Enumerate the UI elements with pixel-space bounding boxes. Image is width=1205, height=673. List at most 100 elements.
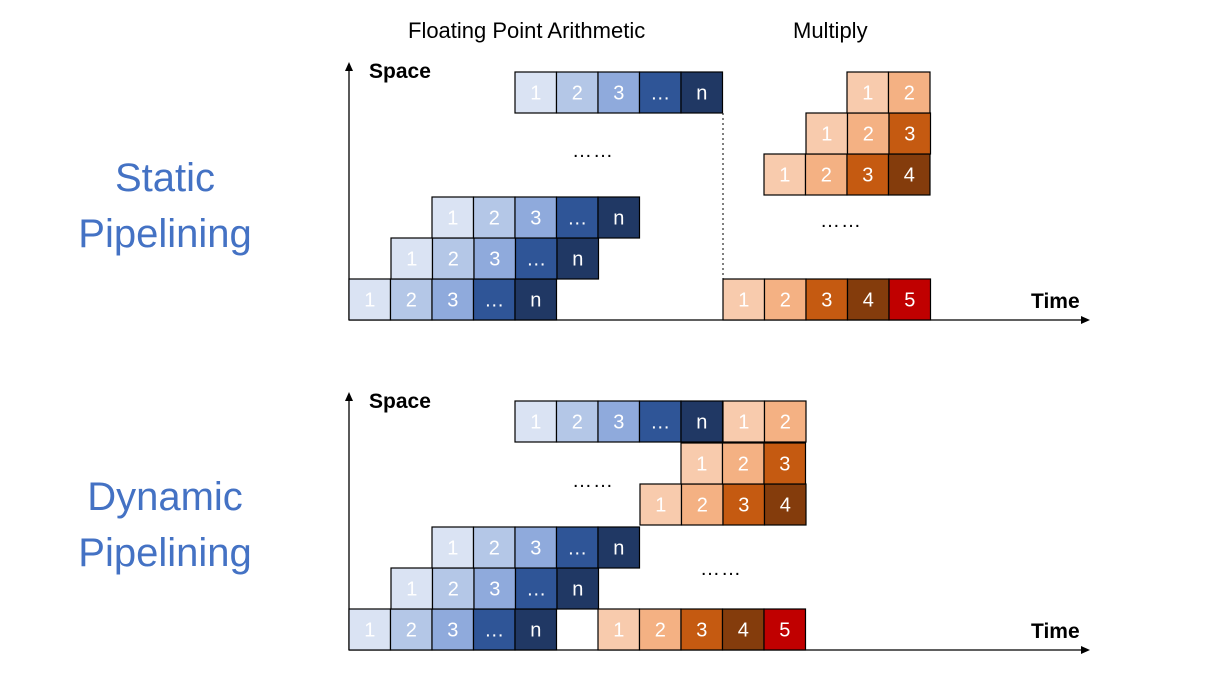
static-fp-row-top-cell-1 (514, 71, 558, 114)
static-mul-row-3: 1 2 3 (805, 112, 932, 155)
dynamic-mul-row-1-label-1: 1 (613, 620, 624, 642)
static-label-line1: Static (114, 156, 216, 200)
static-fp-row-3-cell-5 (597, 196, 641, 239)
dynamic-label-line1: Dynamic (87, 475, 243, 519)
dynamic-mul-row-1-label-2: 2 (655, 620, 666, 642)
static-fp-row-3-cell-2 (472, 196, 516, 239)
static-fp-row-top-label-5: n (696, 83, 707, 105)
dynamic-mul-row-2-label-3: 3 (738, 495, 749, 517)
static-fp-row-1-label-5: n (530, 290, 541, 312)
static-fp-row-3-label-2: 2 (489, 208, 500, 230)
dynamic-fp-row-3: 1 2 3 … n (431, 526, 641, 569)
dynamic-mul-row-4-label-2: 2 (780, 412, 791, 434)
static-mul-row-4-cell-2 (887, 71, 931, 114)
dynamic-time-label: Time (1031, 620, 1080, 643)
dynamic-space-axis-arrow (345, 392, 353, 401)
static-mul-row-3-cell-2 (846, 112, 890, 155)
static-fp-row-top-label-4: … (650, 83, 670, 105)
static-fp-row-top-cell-5 (680, 71, 724, 114)
dynamic-fp-row-top-label-1: 1 (530, 412, 541, 434)
static-fp-row-2-cell-4 (514, 237, 558, 280)
static-fp-ellipsis: …… (572, 140, 614, 162)
dynamic-fp-row-1-cell-5 (514, 608, 558, 651)
dynamic-mul-row-2-label-4: 4 (780, 495, 791, 517)
dynamic-mul-row-4-label-1: 1 (738, 412, 749, 434)
static-fp-row-2-cell-1 (390, 237, 434, 280)
dynamic-fp-row-2-label-2: 2 (448, 579, 459, 601)
static-mul-row-3-label-1: 1 (821, 124, 832, 146)
dynamic-fp-row-1-label-1: 1 (364, 620, 375, 642)
dynamic-fp-row-1-label-5: n (530, 620, 541, 642)
static-fp-row-3-cell-4 (555, 196, 599, 239)
dynamic-mul-row-2-cell-4 (763, 483, 807, 526)
static-fp-row-3-label-3: 3 (530, 208, 541, 230)
static-fp-row-1-cell-5 (514, 278, 558, 321)
dynamic-mul-row-3-cell-3 (763, 442, 807, 485)
static-fp-row-1-label-1: 1 (364, 290, 375, 312)
dynamic-mul-row-1-label-3: 3 (696, 620, 707, 642)
static-mul-row-2-cell-3 (846, 153, 890, 196)
static-mul-row-4-label-1: 1 (862, 83, 873, 105)
static-mul-ellipsis: …… (820, 210, 862, 232)
static-fp-row-top-cell-2 (555, 71, 599, 114)
dynamic-mul-row-2-cell-2 (680, 483, 724, 526)
dynamic-fp-row-top-label-4: … (650, 412, 670, 434)
static-fp-row-top-label-2: 2 (572, 83, 583, 105)
dynamic-fp-row-3-cell-3 (514, 526, 558, 569)
dynamic-pipelining-label: Dynamic Pipelining (50, 469, 280, 581)
dynamic-mul-row-3-cell-2 (721, 442, 765, 485)
dynamic-mul-row-4-cell-1 (722, 400, 766, 443)
static-mul-row-2-cell-1 (763, 153, 807, 196)
dynamic-fp-row-2-label-3: 3 (489, 579, 500, 601)
dynamic-space-label: Space (369, 390, 431, 413)
static-fp-row-top-cell-4 (638, 71, 682, 114)
dynamic-mul-ellipsis: …… (700, 558, 742, 580)
dynamic-fp-row-2-cell-1 (390, 567, 434, 610)
static-mul-row-1-cell-5 (888, 278, 932, 321)
dynamic-mul-row-3: 1 2 3 (680, 442, 807, 485)
static-mul-row-1-cell-2 (763, 278, 807, 321)
dynamic-fp-row-top-cell-2 (555, 400, 599, 443)
dynamic-mul-row-2: 1 2 3 4 (639, 483, 807, 526)
static-fp-row-top: 1 2 3 … n (514, 71, 724, 114)
dynamic-label-line2: Pipelining (78, 531, 252, 575)
dynamic-fp-row-3-label-5: n (613, 538, 624, 560)
static-mul-row-4-label-2: 2 (904, 83, 915, 105)
dynamic-mul-row-2-label-2: 2 (697, 495, 708, 517)
static-fp-row-2-label-5: n (572, 249, 583, 271)
static-fp-row-2-label-4: … (526, 249, 546, 271)
dynamic-fp-row-2-cell-4 (514, 567, 558, 610)
static-pipelining-label: Static Pipelining (50, 150, 280, 262)
static-label-line2: Pipelining (78, 212, 252, 256)
multiply-title: Multiply (793, 18, 868, 43)
static-mul-row-2-label-4: 4 (904, 165, 915, 187)
dynamic-fp-row-3-cell-5 (597, 526, 641, 569)
dynamic-mul-row-3-cell-1 (680, 442, 724, 485)
static-fp-row-1: 1 2 3 … n (348, 278, 558, 321)
static-fp-row-2-label-3: 3 (489, 249, 500, 271)
static-mul-row-1-cell-4 (846, 278, 890, 321)
static-fp-row-3-label-5: n (613, 208, 624, 230)
dynamic-fp-row-1-label-2: 2 (406, 620, 417, 642)
dynamic-fp-row-1-cell-1 (348, 608, 392, 651)
static-fp-row-2-label-2: 2 (448, 249, 459, 271)
dynamic-fp-ellipsis: …… (572, 470, 614, 492)
dynamic-mul-row-3-label-3: 3 (779, 454, 790, 476)
static-time-label: Time (1031, 290, 1080, 313)
dynamic-mul-row-1-label-5: 5 (779, 620, 790, 642)
dynamic-fp-row-top-label-2: 2 (572, 412, 583, 434)
static-mul-row-2-label-2: 2 (821, 165, 832, 187)
dynamic-fp-row-2-label-1: 1 (406, 579, 417, 601)
static-fp-row-2-label-1: 1 (406, 249, 417, 271)
dynamic-fp-row-3-label-4: … (567, 538, 587, 560)
static-fp-row-1-cell-4 (472, 278, 516, 321)
dynamic-fp-row-2-label-5: n (572, 579, 583, 601)
dynamic-fp-row-top: 1 2 3 … n (514, 400, 724, 443)
dynamic-fp-row-1-label-4: … (484, 620, 504, 642)
static-mul-row-1-label-5: 5 (904, 290, 915, 312)
dynamic-time-axis-arrow (1081, 646, 1090, 654)
static-mul-row-3-cell-3 (888, 112, 932, 155)
dynamic-fp-row-2-label-4: … (526, 579, 546, 601)
static-space-axis-arrow (345, 62, 353, 71)
